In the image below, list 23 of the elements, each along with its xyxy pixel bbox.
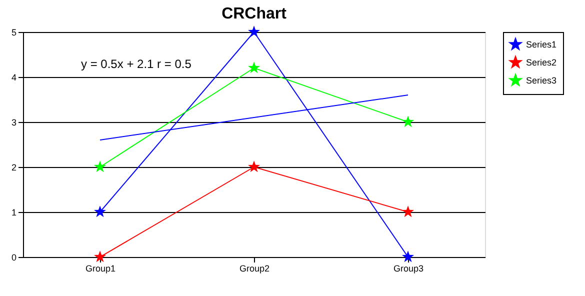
x-tick-label: Group1 (85, 264, 116, 274)
legend-label: Series3 (526, 76, 557, 86)
annotation: y = 0.5x + 2.1 r = 0.5 (81, 57, 192, 71)
x-tick-label: Group2 (239, 264, 270, 274)
point (248, 160, 260, 172)
y-tick-label: 1 (11, 208, 16, 218)
chart-title: CRChart (222, 6, 288, 23)
point (248, 26, 260, 38)
y-tick-label: 5 (11, 28, 16, 38)
x-tick-label: Group3 (393, 264, 424, 274)
point (402, 116, 414, 128)
y-tick-label: 2 (11, 162, 16, 172)
point (94, 250, 106, 262)
y-tick-label: 3 (11, 118, 16, 128)
point (94, 206, 106, 218)
point (402, 250, 414, 262)
point (94, 160, 106, 172)
legend-label: Series1 (526, 40, 557, 50)
legend-label: Series2 (526, 58, 557, 68)
y-tick-label: 4 (11, 72, 16, 82)
point (402, 206, 414, 218)
point (248, 62, 260, 74)
y-tick-label: 0 (11, 252, 16, 262)
